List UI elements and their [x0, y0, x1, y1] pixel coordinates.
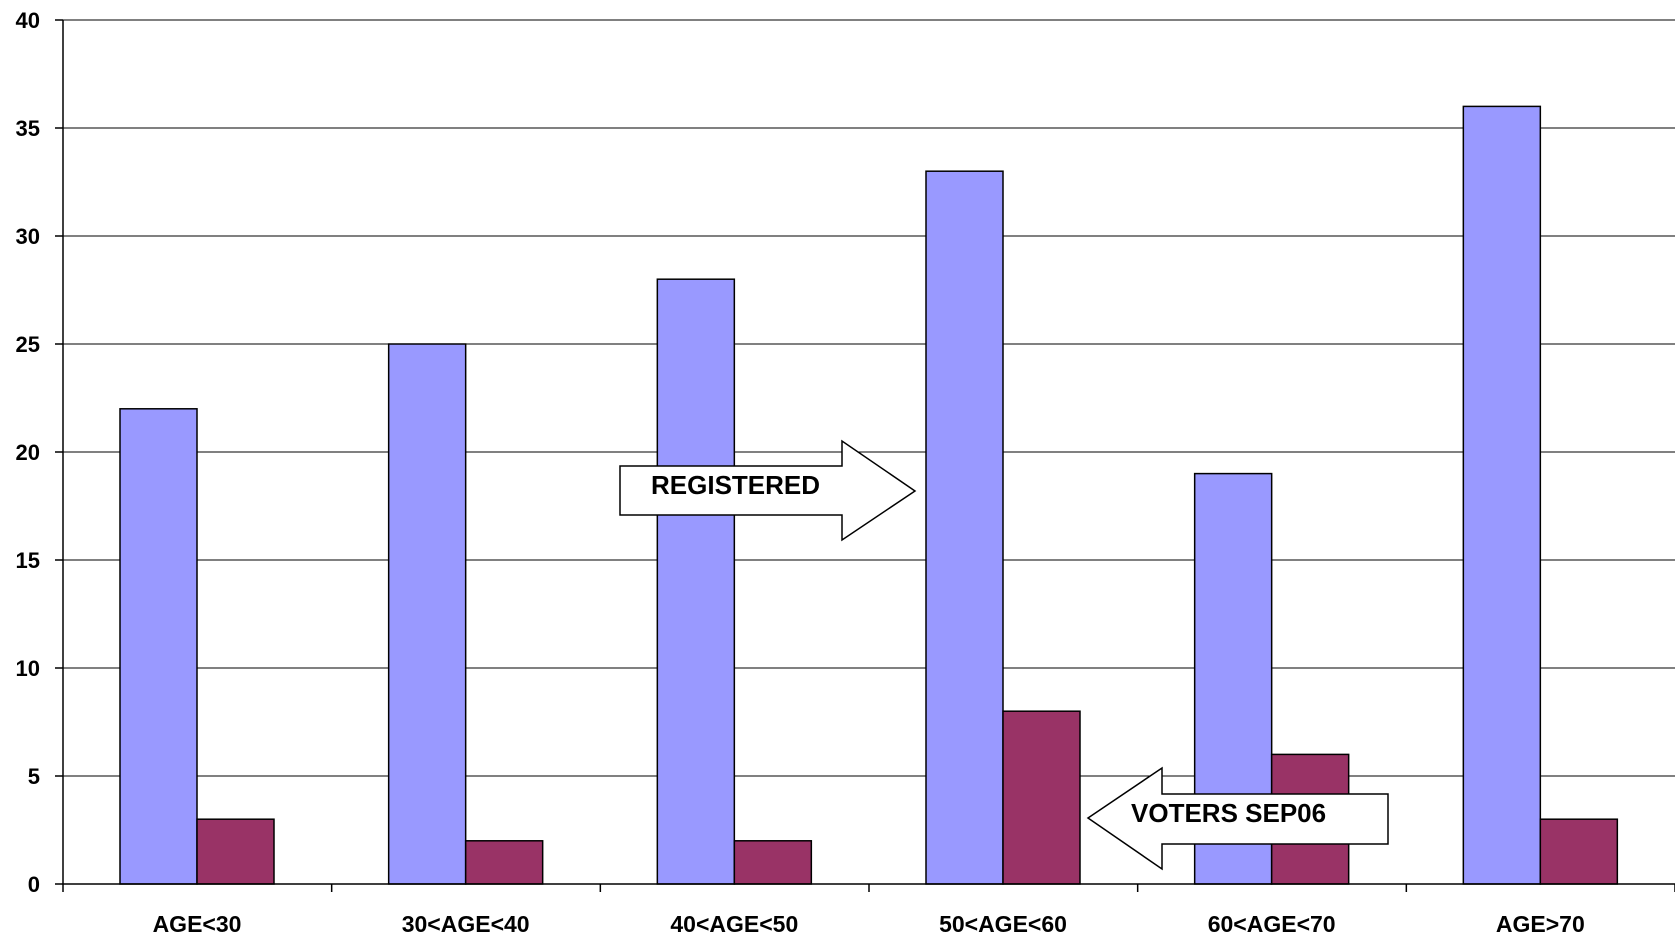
- x-category-label: AGE>70: [1496, 911, 1585, 937]
- y-tick-label: 15: [16, 548, 40, 573]
- y-tick-label: 40: [16, 8, 40, 33]
- bar-series-1-2: [656, 278, 736, 885]
- registered-callout: REGISTERED: [619, 439, 917, 542]
- category-labels: AGE<30 30<AGE<40 40<AGE<50 50<AGE<60 60<AGE<…: [153, 911, 1585, 937]
- x-category-label: 40<AGE<50: [670, 911, 798, 937]
- voters-arrow-shape: [1086, 766, 1389, 871]
- x-category-label: 60<AGE<70: [1208, 911, 1336, 937]
- bar-series-2-0: [196, 818, 275, 885]
- bars: [119, 105, 1619, 885]
- y-tick-label: 20: [16, 440, 40, 465]
- y-tick-label: 5: [28, 764, 40, 789]
- bar-series-2-5: [1539, 818, 1619, 885]
- y-tick-label: 25: [16, 332, 40, 357]
- bar-series-1-1: [387, 343, 467, 885]
- registered-arrow-shape: [619, 439, 917, 542]
- voters-callout-label: VOTERS SEP06: [1131, 798, 1326, 828]
- bar-series-1-0: [119, 408, 198, 885]
- bar-series-1-3: [925, 170, 1004, 885]
- y-tick-label: 10: [16, 656, 40, 681]
- x-category-label: 30<AGE<40: [402, 911, 530, 937]
- gridlines: [63, 19, 1675, 777]
- bar-series-2-3: [1002, 710, 1081, 885]
- y-tick-labels: 0 5 10 15 20 25 30 35 40: [16, 8, 40, 897]
- x-category-label: 50<AGE<60: [939, 911, 1067, 937]
- voters-callout: VOTERS SEP06: [1086, 766, 1389, 871]
- bar-series-2-2: [733, 840, 813, 885]
- y-tick-label: 0: [28, 872, 40, 897]
- x-category-label: AGE<30: [153, 911, 242, 937]
- axes: [55, 19, 1675, 892]
- y-tick-label: 30: [16, 224, 40, 249]
- bar-series-2-1: [464, 840, 544, 885]
- registered-callout-label: REGISTERED: [651, 470, 820, 500]
- bar-series-1-5: [1462, 105, 1542, 885]
- y-tick-label: 35: [16, 116, 40, 141]
